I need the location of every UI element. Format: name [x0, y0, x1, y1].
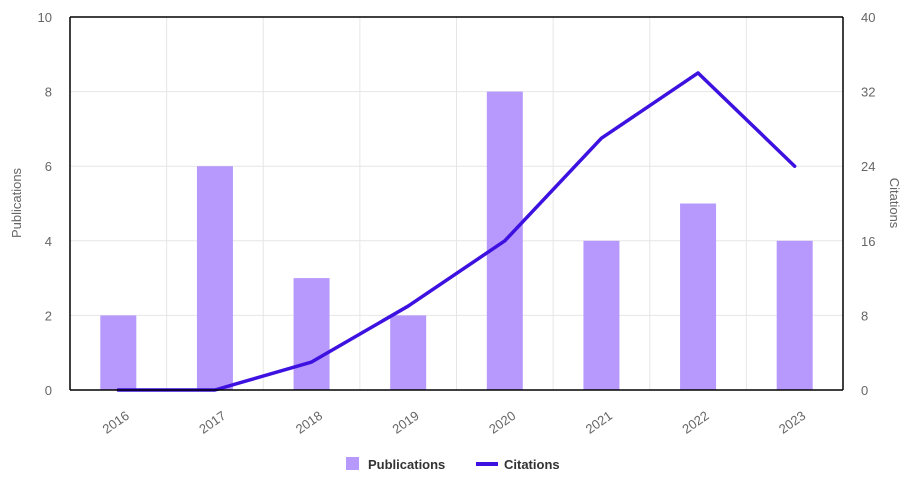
- legend-item-publications[interactable]: Publications: [346, 457, 445, 472]
- point-citations-2020[interactable]: [503, 239, 507, 243]
- line-citations[interactable]: [116, 71, 797, 392]
- bars-layer: [100, 91, 813, 391]
- y2-tick-label: 0: [861, 383, 868, 398]
- bar-publications-2018[interactable]: [293, 278, 330, 390]
- bar-publications-2017[interactable]: [196, 166, 233, 390]
- bar-publications-2021[interactable]: [583, 240, 620, 390]
- point-citations-2021[interactable]: [599, 136, 603, 140]
- x-tick-label: 2017: [196, 408, 228, 437]
- bar-publications-2022[interactable]: [680, 203, 717, 391]
- point-citations-2019[interactable]: [406, 304, 410, 308]
- y2-tick-label: 32: [861, 85, 875, 100]
- point-citations-2023[interactable]: [793, 164, 797, 168]
- y2-axis-title: Citations: [887, 178, 902, 229]
- y-tick-label: 8: [45, 85, 52, 100]
- y-tick-label: 6: [45, 159, 52, 174]
- x-tick-label: 2021: [583, 408, 615, 437]
- bar-publications-2016[interactable]: [100, 315, 137, 390]
- x-tick-label: 2016: [100, 408, 132, 437]
- x-tick-label: 2020: [486, 408, 518, 437]
- legend: Publications Citations: [346, 457, 560, 472]
- y-tick-label: 4: [45, 234, 52, 249]
- bar-publications-2019[interactable]: [390, 315, 427, 390]
- y-tick-label: 0: [45, 383, 52, 398]
- y-tick-label: 10: [38, 10, 52, 25]
- axis-layer: [69, 16, 844, 391]
- x-tick-label: 2022: [679, 408, 711, 437]
- bar-publications-2023[interactable]: [776, 240, 813, 390]
- y-axis-title: Publications: [9, 167, 24, 238]
- legend-citations-swatch: [476, 462, 498, 466]
- grid-layer: [70, 16, 843, 391]
- point-citations-2018[interactable]: [310, 360, 314, 364]
- y2-tick-label: 24: [861, 159, 875, 174]
- point-citations-2022[interactable]: [696, 71, 700, 75]
- legend-item-citations[interactable]: Citations: [476, 457, 560, 472]
- y-tick-label: 2: [45, 308, 52, 323]
- legend-publications-swatch: [346, 457, 359, 470]
- x-tick-label: 2018: [293, 408, 325, 437]
- legend-publications-label: Publications: [368, 457, 445, 472]
- legend-citations-label: Citations: [504, 457, 560, 472]
- y2-tick-label: 40: [861, 10, 875, 25]
- x-tick-label: 2019: [389, 408, 421, 437]
- y2-tick-label: 8: [861, 308, 868, 323]
- y2-tick-label: 16: [861, 234, 875, 249]
- x-tick-label: 2023: [776, 408, 808, 437]
